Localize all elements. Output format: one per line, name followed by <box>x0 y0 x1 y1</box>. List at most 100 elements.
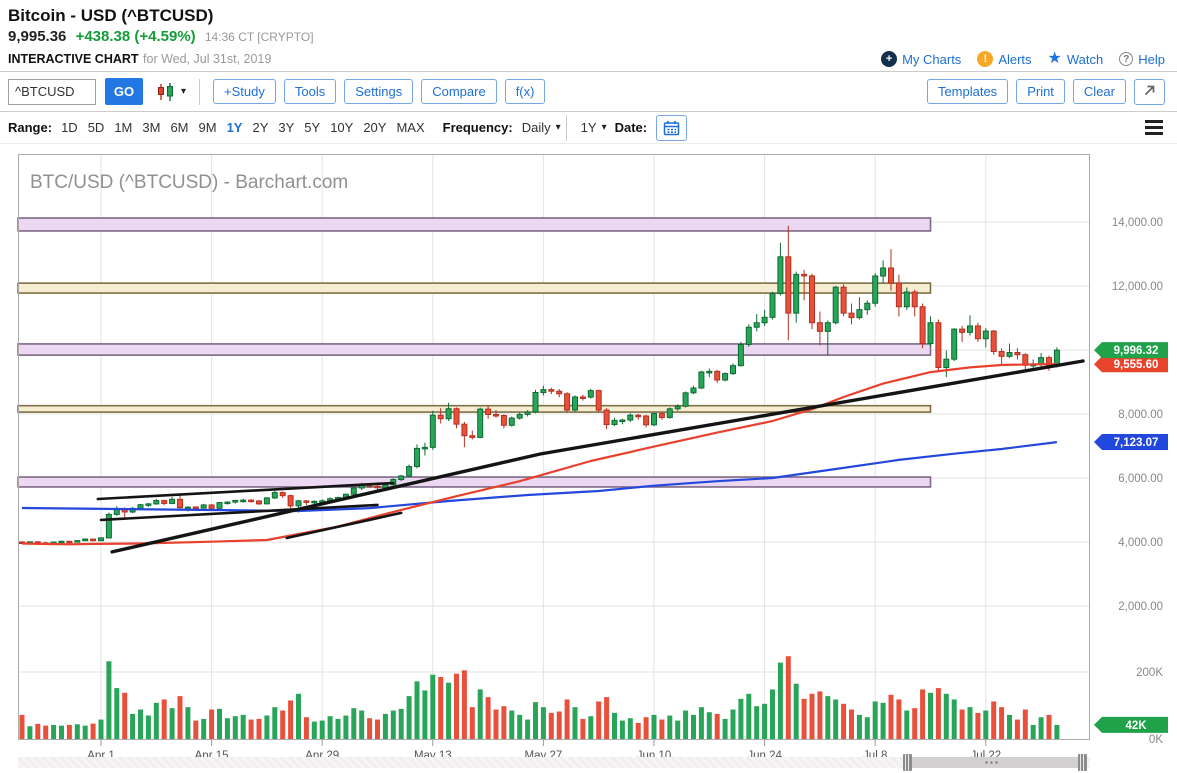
candle-body <box>500 415 507 426</box>
volume-bar <box>145 715 151 739</box>
volume-bar <box>367 718 373 739</box>
templates-button[interactable]: Templates <box>926 79 1009 104</box>
range-option-MAX[interactable]: MAX <box>396 120 425 135</box>
hamburger-icon <box>1145 120 1163 123</box>
go-button[interactable]: GO <box>105 78 143 105</box>
range-option-20Y[interactable]: 20Y <box>363 120 387 135</box>
range-options: 1D 5D 1M 3M 6M 9M 1Y 2Y 3Y 5Y 10Y 20Y MAX <box>61 120 435 135</box>
range-option-9M[interactable]: 9M <box>198 120 217 135</box>
tools-button[interactable]: Tools <box>283 79 337 104</box>
candle-body <box>90 538 97 542</box>
range-option-10Y[interactable]: 10Y <box>330 120 354 135</box>
symbol-input[interactable] <box>8 78 96 105</box>
chart-menu-button[interactable] <box>1143 114 1165 141</box>
volume-bar <box>572 707 578 739</box>
volume-bar <box>74 724 80 739</box>
volume-bar <box>864 717 870 739</box>
date-picker-button[interactable] <box>656 114 688 141</box>
candle-body <box>974 325 981 340</box>
volume-bar <box>1014 719 1020 739</box>
function-button[interactable]: f(x) <box>504 79 546 104</box>
price-tag-label: 7,123.07 <box>1114 437 1159 449</box>
scrollbar-grip-dots <box>984 761 1000 764</box>
volume-bar <box>896 699 902 739</box>
my-charts-link[interactable]: + My Charts <box>881 51 961 67</box>
candle-body <box>1006 351 1013 357</box>
y-axis-label: 12,000.00 <box>1112 281 1163 293</box>
range-option-6M[interactable]: 6M <box>170 120 189 135</box>
volume-bar <box>825 696 831 739</box>
range-option-5Y[interactable]: 5Y <box>304 120 321 135</box>
scrollbar-right-handle[interactable] <box>1078 754 1087 771</box>
volume-bar <box>335 718 341 739</box>
volume-bar <box>659 719 665 739</box>
alerts-link[interactable]: ! Alerts <box>977 51 1032 67</box>
y-axis-label: 2,000.00 <box>1118 601 1163 613</box>
candle-body <box>161 500 168 504</box>
y-axis-label: 8,000.00 <box>1118 409 1163 421</box>
candle-body <box>445 408 452 420</box>
volume-bar <box>248 719 254 739</box>
volume-bar <box>122 692 128 739</box>
volume-bar <box>588 716 594 739</box>
range-option-3Y[interactable]: 3Y <box>278 120 295 135</box>
range-option-5D[interactable]: 5D <box>87 120 105 135</box>
volume-bar <box>675 720 681 739</box>
scrollbar-left-handle[interactable] <box>903 754 912 771</box>
volume-bar <box>667 715 673 739</box>
candle-body <box>169 498 176 504</box>
range-label: Range: <box>8 120 53 135</box>
header-links: + My Charts ! Alerts ★ Watch ? Help <box>881 51 1165 67</box>
candle-body <box>753 322 760 328</box>
candlestick-icon <box>158 82 173 101</box>
volume-bar <box>1054 724 1060 739</box>
chart-h-scrollbar[interactable] <box>18 754 1090 771</box>
clear-button[interactable]: Clear <box>1072 79 1126 104</box>
volume-bar <box>485 697 491 739</box>
star-icon: ★ <box>1047 50 1062 67</box>
candle-body <box>793 273 800 314</box>
period-select[interactable]: 1Y ▾ <box>581 120 607 135</box>
volume-bar <box>983 710 989 739</box>
candlestick-chart[interactable]: Apr 1 Apr 15 Apr 29 May 13 May 27 Jun 10 Jun 2… <box>0 154 1177 772</box>
candle-body <box>66 540 73 544</box>
candle-body <box>809 275 815 324</box>
help-link[interactable]: ? Help <box>1119 52 1165 67</box>
candle-body <box>627 414 634 421</box>
volume-bar <box>517 714 523 739</box>
range-option-1Y[interactable]: 1Y <box>226 120 243 135</box>
candle-body <box>619 419 626 423</box>
range-option-3M[interactable]: 3M <box>142 120 161 135</box>
candle-body <box>105 513 112 539</box>
chart-date-label: for Wed, Jul 31st, 2019 <box>143 52 272 66</box>
price-tag <box>1094 356 1168 373</box>
candle-body <box>469 435 476 438</box>
expand-chart-button[interactable] <box>1134 78 1165 105</box>
print-button[interactable]: Print <box>1016 79 1065 104</box>
frequency-select[interactable]: Daily ▾ <box>522 120 561 135</box>
compare-button[interactable]: Compare <box>421 79 497 104</box>
volume-bar <box>564 699 570 739</box>
candle-body <box>840 286 847 314</box>
candle-body <box>990 330 997 353</box>
volume-bar <box>1022 709 1028 739</box>
range-option-1D[interactable]: 1D <box>61 120 78 135</box>
candle-body <box>58 540 65 544</box>
candle-body <box>572 396 578 411</box>
volume-bar <box>793 683 799 739</box>
range-option-2Y[interactable]: 2Y <box>252 120 269 135</box>
volume-bar <box>770 689 775 739</box>
add-study-button[interactable]: +Study <box>213 79 276 104</box>
candle-body <box>248 499 255 503</box>
candle-body <box>485 408 492 415</box>
volume-bar <box>643 717 649 739</box>
candle-body <box>232 499 239 503</box>
range-option-1M[interactable]: 1M <box>114 120 133 135</box>
settings-button[interactable]: Settings <box>344 79 414 104</box>
volume-bar <box>296 693 301 739</box>
volume-bar <box>438 677 444 739</box>
volume-bar <box>375 719 380 739</box>
candle-body <box>208 504 215 509</box>
watch-link[interactable]: ★ Watch <box>1048 51 1104 67</box>
chart-type-selector[interactable]: ▾ <box>156 82 186 101</box>
